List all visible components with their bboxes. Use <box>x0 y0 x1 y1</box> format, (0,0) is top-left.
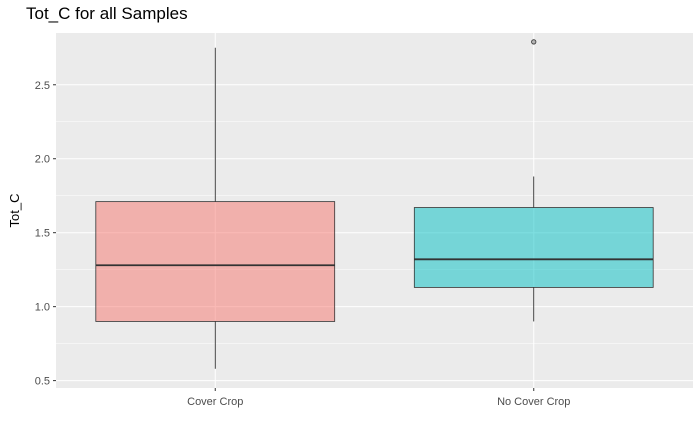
x-tick-label: No Cover Crop <box>497 396 570 408</box>
y-axis-title: Tot_C <box>7 194 22 228</box>
box-body <box>413 207 654 288</box>
x-tick-label: Cover Crop <box>187 396 243 408</box>
box-body <box>95 201 336 322</box>
y-tick-label: 1.5 <box>35 228 50 240</box>
box-2 <box>413 39 654 322</box>
y-tick-label: 1.0 <box>35 302 50 314</box>
axes: 0.5 1.0 1.5 2.0 2.5 Cover Crop No Cover Crop <box>35 80 571 408</box>
box-layer <box>95 39 654 369</box>
y-tick-label: 2.0 <box>35 154 50 166</box>
chart-title: Tot_C for all Samples <box>26 4 188 23</box>
y-tick-label: 2.5 <box>35 80 50 92</box>
y-tick-label: 0.5 <box>35 376 50 388</box>
outlier-point <box>531 39 537 45</box>
box-1 <box>95 47 336 369</box>
